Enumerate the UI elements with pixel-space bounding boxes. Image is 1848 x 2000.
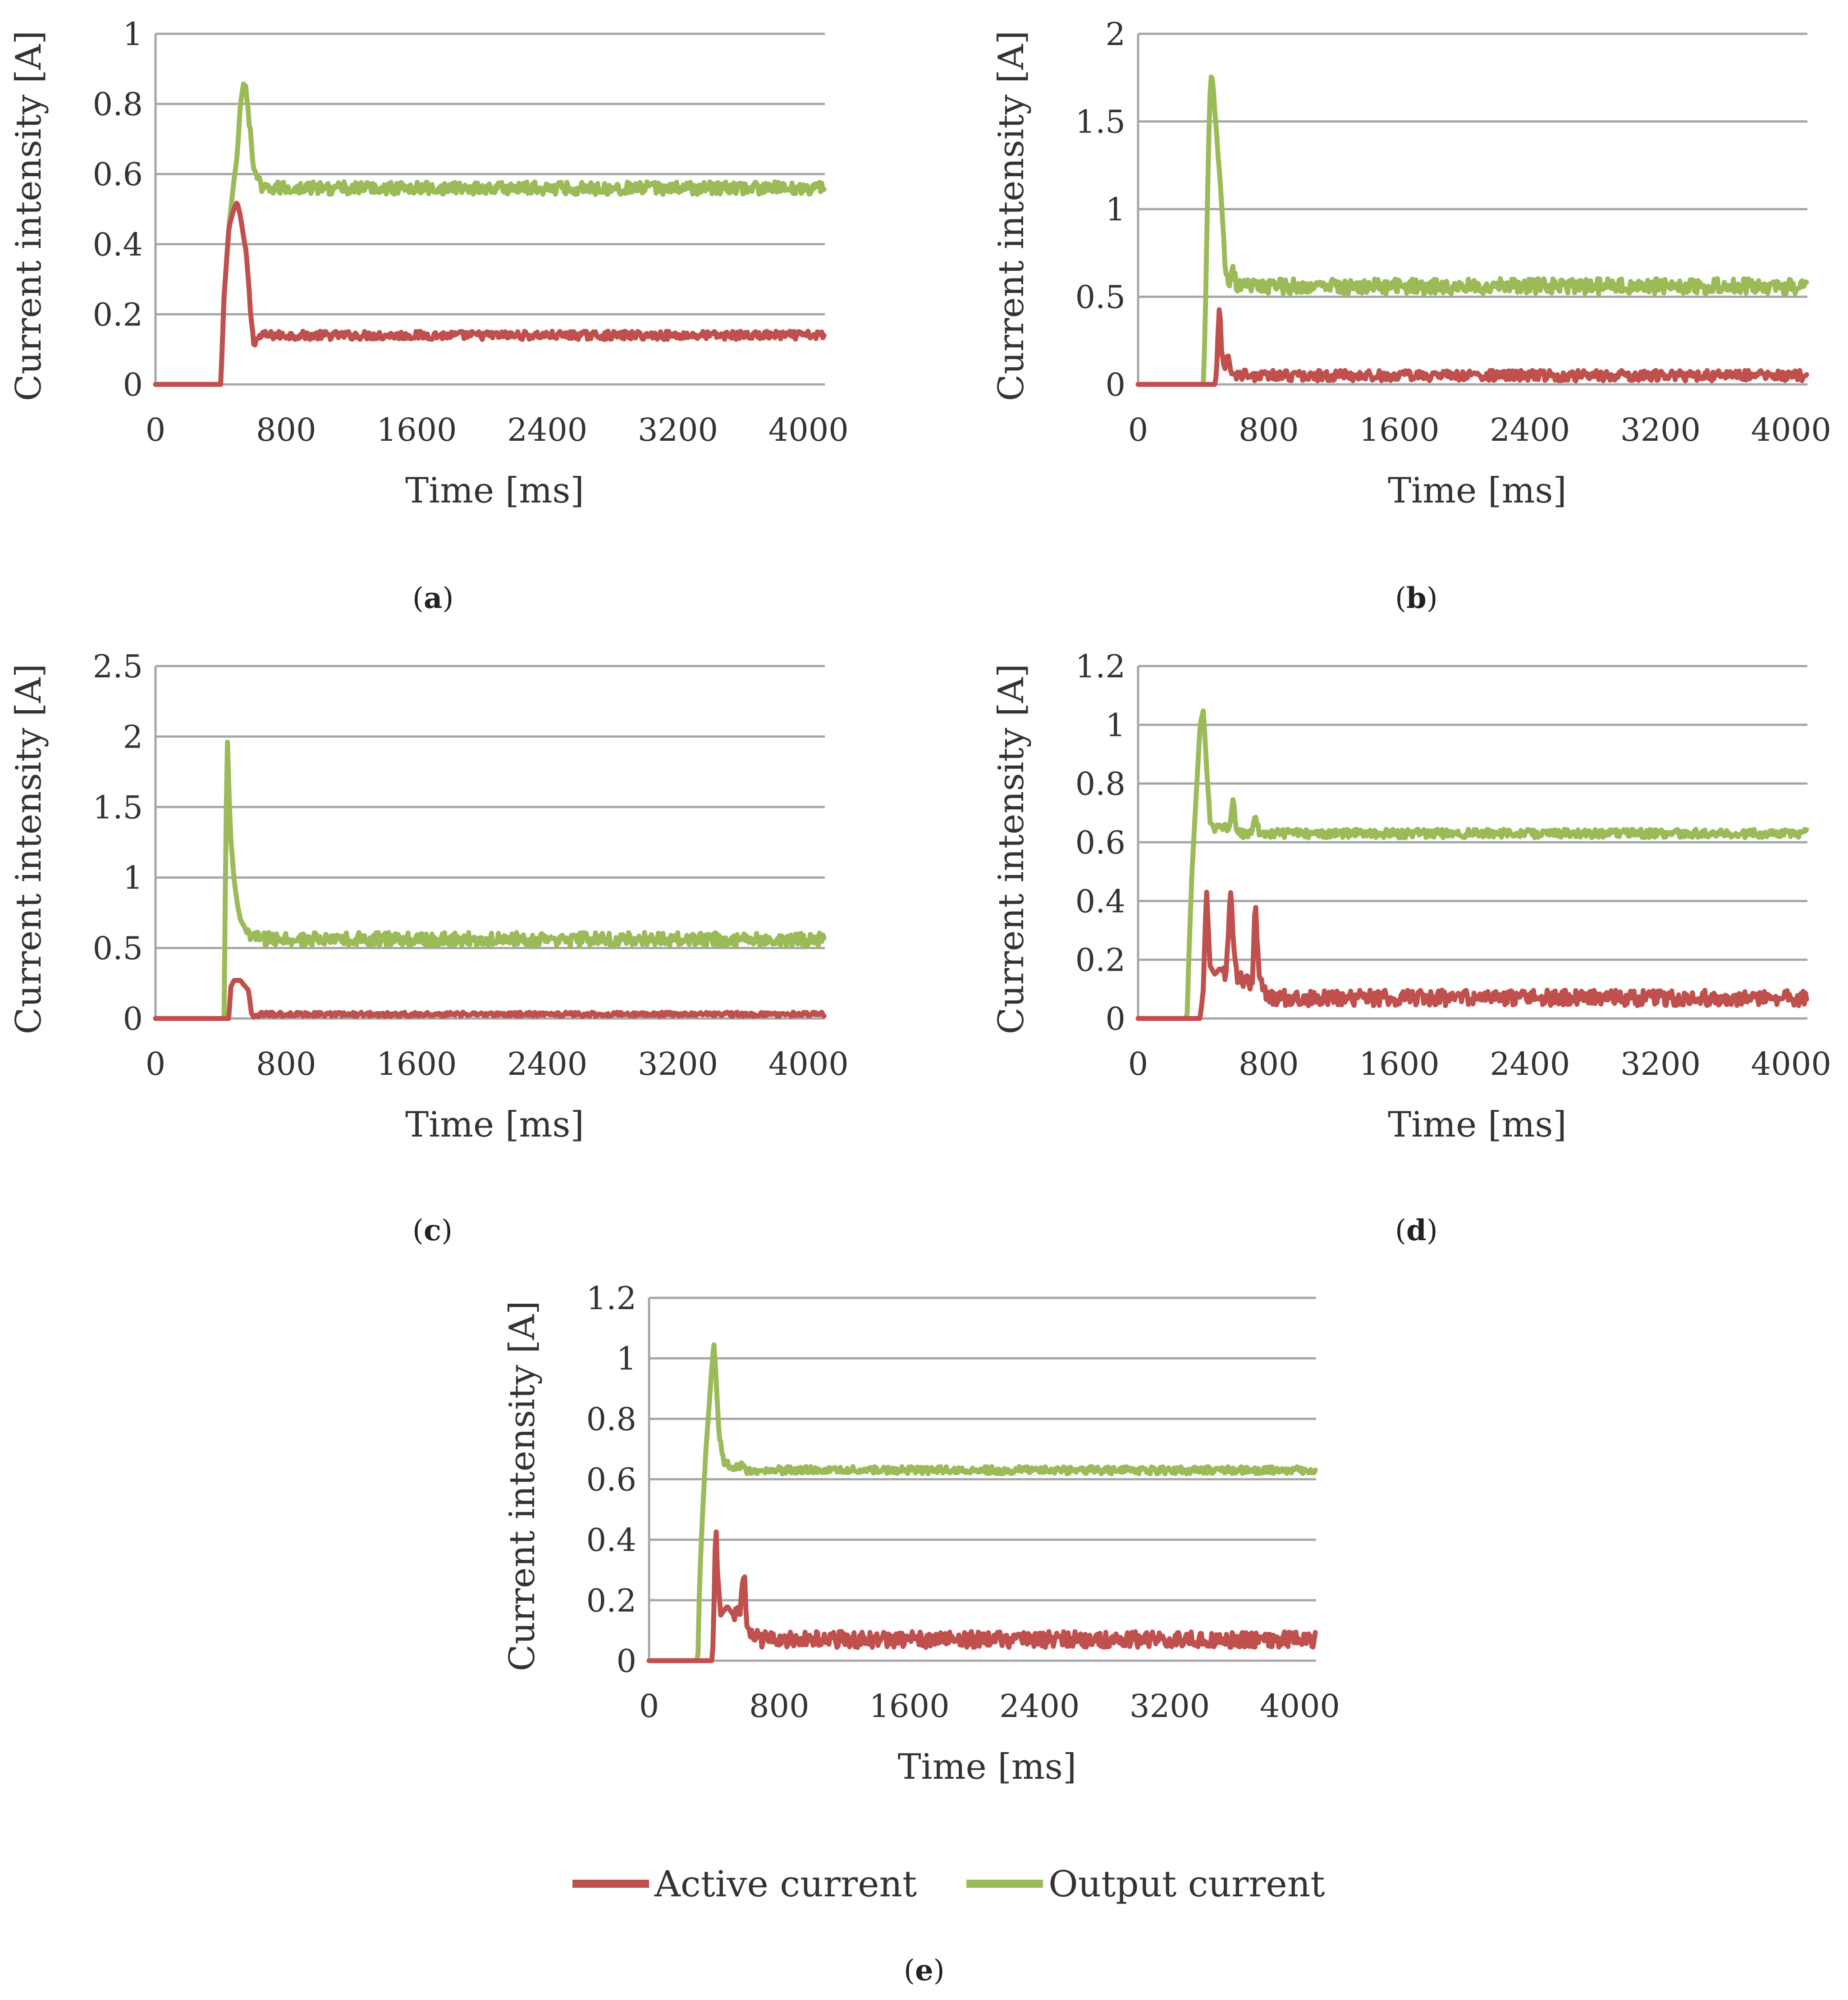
series-line-output-current	[646, 1342, 1318, 1663]
x-tick-label: 1600	[1359, 411, 1439, 448]
y-tick-label: 0.4	[93, 226, 143, 263]
panel-caption-b: (b)	[1395, 581, 1438, 615]
y-tick-label: 2	[1105, 16, 1125, 53]
y-tick-label: 0.8	[93, 86, 143, 123]
y-tick-label: 0.5	[1075, 279, 1125, 316]
panel-caption-c: (c)	[412, 1214, 453, 1247]
y-axis-title: Current intensity [A]	[9, 664, 49, 1034]
y-tick-label: 0.2	[93, 296, 143, 333]
y-axis-title: Current intensity [A]	[9, 31, 49, 401]
x-tick-label: 800	[749, 1688, 810, 1725]
y-tick-label: 0.2	[1075, 942, 1125, 979]
chart-panel-b: 0 0.5 1 1.5 2 0 800 1600 2400 3200 4000 Time [ms] Cu…	[991, 16, 1831, 511]
x-tick-label: 3200	[1620, 411, 1701, 448]
panel-caption-d: (d)	[1395, 1214, 1438, 1247]
y-tick-label: 0	[1105, 366, 1125, 403]
x-axis-title: Time [ms]	[405, 470, 584, 511]
y-axis-title: Current intensity [A]	[991, 664, 1032, 1034]
x-tick-label: 0	[639, 1688, 659, 1725]
x-tick-label: 2400	[507, 1046, 587, 1082]
x-tick-label: 2400	[1490, 411, 1570, 448]
y-tick-label: 0	[616, 1643, 636, 1680]
y-tick-label: 1	[616, 1340, 636, 1377]
y-tick-label: 0.5	[93, 930, 143, 967]
y-tick-label: 0.4	[586, 1522, 636, 1559]
x-tick-label: 2400	[507, 411, 587, 448]
y-tick-label: 0.2	[586, 1582, 636, 1619]
x-tick-label: 1600	[869, 1688, 949, 1725]
legend-label-output: Output current	[1048, 1863, 1325, 1905]
x-tick-label: 800	[256, 411, 316, 448]
x-tick-label: 4000	[1751, 1046, 1831, 1082]
x-tick-label: 4000	[768, 411, 849, 448]
y-tick-label: 0.8	[1075, 766, 1125, 803]
y-tick-label: 2.5	[93, 648, 143, 685]
y-tick-label: 0.8	[586, 1401, 636, 1438]
x-axis-title: Time [ms]	[1388, 470, 1567, 511]
y-tick-label: 1	[123, 859, 143, 896]
x-tick-label: 3200	[638, 1046, 718, 1082]
y-tick-label: 1	[123, 16, 143, 53]
series-line-active-current	[153, 201, 827, 387]
x-tick-label: 1600	[1359, 1046, 1439, 1082]
y-tick-label: 0	[123, 1000, 143, 1037]
chart-panel-c: 0 0.5 1 1.5 2 2.5 0 800 1600 2400 3200 4000 Time [ms…	[9, 648, 849, 1145]
x-tick-label: 4000	[1751, 411, 1831, 448]
x-tick-label: 0	[1128, 411, 1148, 448]
series-line-active-current	[153, 978, 827, 1021]
x-tick-label: 3200	[638, 411, 718, 448]
chart-panel-d: 0 0.2 0.4 0.6 0.8 1 1.2 0 800 1600 2400 3200 4000 Tim…	[991, 648, 1831, 1145]
legend-label-active: Active current	[654, 1863, 917, 1905]
x-axis-title: Time [ms]	[405, 1105, 584, 1145]
x-tick-label: 800	[1239, 1046, 1299, 1082]
x-tick-label: 4000	[1260, 1688, 1340, 1725]
x-tick-label: 0	[1128, 1046, 1148, 1082]
y-tick-label: 1.2	[586, 1280, 636, 1317]
y-tick-label: 0	[123, 366, 143, 403]
x-tick-label: 3200	[1130, 1688, 1210, 1725]
y-axis-title: Current intensity [A]	[991, 31, 1032, 401]
series-line-output-current	[153, 740, 827, 1021]
y-tick-label: 1	[1105, 707, 1125, 744]
x-tick-label: 800	[256, 1046, 316, 1082]
x-tick-label: 1600	[376, 411, 457, 448]
x-axis-title: Time [ms]	[1388, 1105, 1567, 1145]
chart-panel-e: 0 0.2 0.4 0.6 0.8 1 1.2 0 800 1600 2400 3200 4000 Tim…	[502, 1280, 1340, 1787]
x-tick-label: 0	[146, 411, 166, 448]
series-line-output-current	[153, 81, 827, 387]
y-tick-label: 0.6	[93, 156, 143, 193]
x-tick-label: 4000	[768, 1046, 849, 1082]
x-tick-label: 3200	[1620, 1046, 1701, 1082]
x-tick-label: 800	[1239, 411, 1299, 448]
y-tick-label: 1.5	[1075, 104, 1125, 141]
legend-swatch-active	[572, 1880, 649, 1888]
x-tick-label: 2400	[1490, 1046, 1570, 1082]
y-tick-label: 0	[1105, 1000, 1125, 1037]
chart-legend: Active current Output current	[572, 1863, 1375, 1905]
legend-swatch-output	[966, 1880, 1043, 1888]
y-tick-label: 0.4	[1075, 883, 1125, 920]
y-axis-title: Current intensity [A]	[502, 1301, 543, 1671]
panel-caption-e: (e)	[904, 1954, 945, 1987]
series-line-output-current	[1135, 708, 1809, 1021]
x-tick-label: 2400	[999, 1688, 1080, 1725]
y-tick-label: 1.2	[1075, 648, 1125, 685]
series-line-active-current	[1135, 307, 1809, 387]
y-tick-label: 1	[1105, 191, 1125, 228]
x-tick-label: 1600	[376, 1046, 457, 1082]
y-tick-label: 2	[123, 718, 143, 755]
panel-caption-a: (a)	[412, 581, 454, 615]
y-tick-label: 0.6	[1075, 824, 1125, 861]
y-tick-label: 1.5	[93, 789, 143, 826]
legend-item-output: Output current	[966, 1863, 1325, 1905]
y-tick-label: 0.6	[586, 1461, 636, 1498]
x-tick-label: 0	[146, 1046, 166, 1082]
chart-panel-a: 0 0.2 0.4 0.6 0.8 1 0 800 1600 2400 3200 4000 Time […	[9, 16, 849, 511]
legend-item-active: Active current	[572, 1863, 917, 1905]
x-axis-title: Time [ms]	[898, 1747, 1077, 1787]
series-line-active-current	[646, 1529, 1318, 1663]
series-line-output-current	[1135, 74, 1809, 387]
series-line-active-current	[1135, 890, 1809, 1021]
